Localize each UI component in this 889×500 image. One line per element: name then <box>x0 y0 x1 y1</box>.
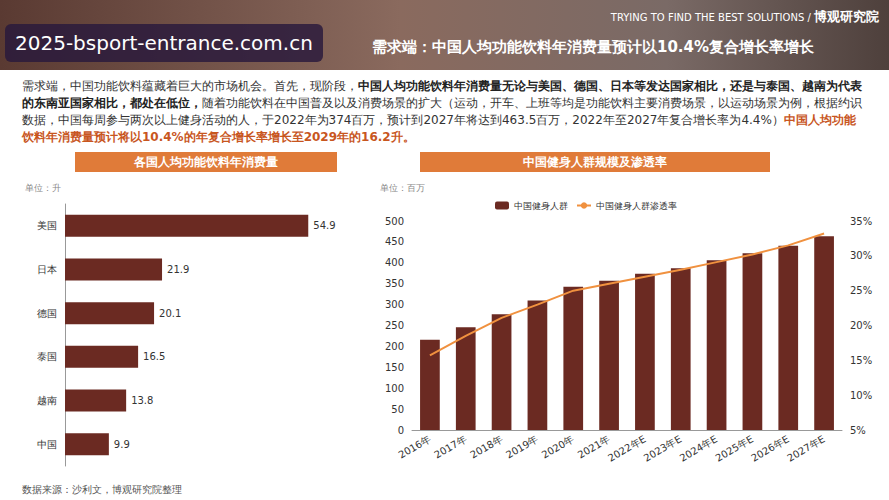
svg-text:50: 50 <box>391 404 404 415</box>
svg-text:2021年: 2021年 <box>575 433 612 461</box>
svg-text:2017年: 2017年 <box>432 433 468 460</box>
html-text:需求端，中国功能饮料蕴藏着巨大的市场机会。首先，现阶段，中国: 需求端，中国功能饮料蕴藏着巨大的市场机会。首先，现阶段，中国人均功能饮料年消费量… <box>22 79 862 144</box>
svg-text:20.1: 20.1 <box>159 308 181 319</box>
svg-text:2027年E: 2027年E <box>785 433 827 463</box>
svg-text:2018年: 2018年 <box>468 433 504 460</box>
svg-text:中国健身人群: 中国健身人群 <box>514 201 568 211</box>
svg-text:越南: 越南 <box>37 395 57 406</box>
svg-text:400: 400 <box>385 257 404 268</box>
svg-text:2019年: 2019年 <box>504 433 540 460</box>
svg-text:16.5: 16.5 <box>143 351 165 362</box>
svg-text:2025年E: 2025年E <box>714 433 756 463</box>
html-text:2025-bsport-entrance.com.cn: 2025-bsport-entrance.com.cn <box>15 31 313 55</box>
svg-text:450: 450 <box>385 236 404 247</box>
svg-text:20%: 20% <box>850 320 872 331</box>
svg-text:54.9: 54.9 <box>313 220 335 231</box>
svg-text:2016年: 2016年 <box>396 433 432 460</box>
svg-text:250: 250 <box>385 320 404 331</box>
svg-text:单位：百万: 单位：百万 <box>380 183 425 193</box>
svg-text:单位：升: 单位：升 <box>25 183 61 193</box>
svg-text:2026年E: 2026年E <box>749 433 791 463</box>
svg-text:2024年E: 2024年E <box>678 433 720 463</box>
svg-text:泰国: 泰国 <box>37 351 57 362</box>
svg-text:500: 500 <box>385 216 404 227</box>
svg-text:美国: 美国 <box>37 220 57 231</box>
svg-text:中国: 中国 <box>37 439 57 450</box>
html-text:中国健身人群规模及渗透率: 中国健身人群规模及渗透率 <box>523 155 667 169</box>
svg-text:15%: 15% <box>850 355 872 366</box>
svg-text:10%: 10% <box>850 390 872 401</box>
svg-text:日本: 日本 <box>37 264 57 275</box>
svg-text:25%: 25% <box>850 285 872 296</box>
svg-text:35%: 35% <box>850 216 872 227</box>
svg-text:0: 0 <box>398 425 404 436</box>
html-text:需求端：中国人均功能饮料年消费量预计以10.4%复合增长率增: 需求端：中国人均功能饮料年消费量预计以10.4%复合增长率增长 <box>372 38 814 56</box>
svg-text:21.9: 21.9 <box>167 264 189 275</box>
svg-text:2020年: 2020年 <box>540 433 576 460</box>
svg-text:13.8: 13.8 <box>131 395 153 406</box>
svg-text:中国健身人群渗透率: 中国健身人群渗透率 <box>596 201 677 211</box>
svg-text:5%: 5% <box>850 425 866 436</box>
svg-text:30%: 30% <box>850 250 872 261</box>
svg-text:德国: 德国 <box>37 308 57 319</box>
svg-text:300: 300 <box>385 299 404 310</box>
svg-text:350: 350 <box>385 278 404 289</box>
svg-text:2023年E: 2023年E <box>642 433 684 463</box>
html-text:数据来源：沙利文，博观研究院整理: 数据来源：沙利文，博观研究院整理 <box>22 484 182 495</box>
svg-text:150: 150 <box>385 362 404 373</box>
html-text:TRYING TO FIND THE BEST SOLUTI: TRYING TO FIND THE BEST SOLUTIONS /博观研究院 <box>610 9 879 24</box>
svg-text:9.9: 9.9 <box>114 439 130 450</box>
svg-text:2022年E: 2022年E <box>606 433 648 463</box>
svg-text:200: 200 <box>385 341 404 352</box>
html-text:各国人均功能饮料年消费量: 各国人均功能饮料年消费量 <box>134 155 278 169</box>
svg-text:100: 100 <box>385 383 404 394</box>
